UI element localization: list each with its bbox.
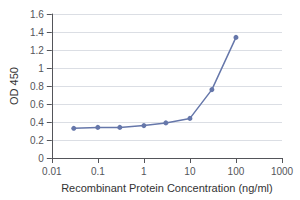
svg-text:100: 100 — [228, 166, 245, 177]
svg-text:1.2: 1.2 — [30, 45, 44, 56]
svg-text:1000: 1000 — [271, 166, 294, 177]
svg-text:OD 450: OD 450 — [8, 67, 20, 105]
svg-text:0.8: 0.8 — [30, 81, 44, 92]
svg-text:0.4: 0.4 — [30, 117, 44, 128]
svg-text:1.6: 1.6 — [30, 9, 44, 20]
svg-text:10: 10 — [184, 166, 196, 177]
svg-text:Recombinant Protein Concentrat: Recombinant Protein Concentration (ng/ml… — [61, 182, 273, 194]
svg-text:0.01: 0.01 — [42, 166, 62, 177]
svg-text:1: 1 — [38, 63, 44, 74]
svg-text:0: 0 — [38, 153, 44, 164]
svg-text:0.6: 0.6 — [30, 99, 44, 110]
svg-text:1: 1 — [141, 166, 147, 177]
svg-text:0.2: 0.2 — [30, 135, 44, 146]
svg-text:0.1: 0.1 — [91, 166, 105, 177]
svg-text:1.4: 1.4 — [30, 27, 44, 38]
